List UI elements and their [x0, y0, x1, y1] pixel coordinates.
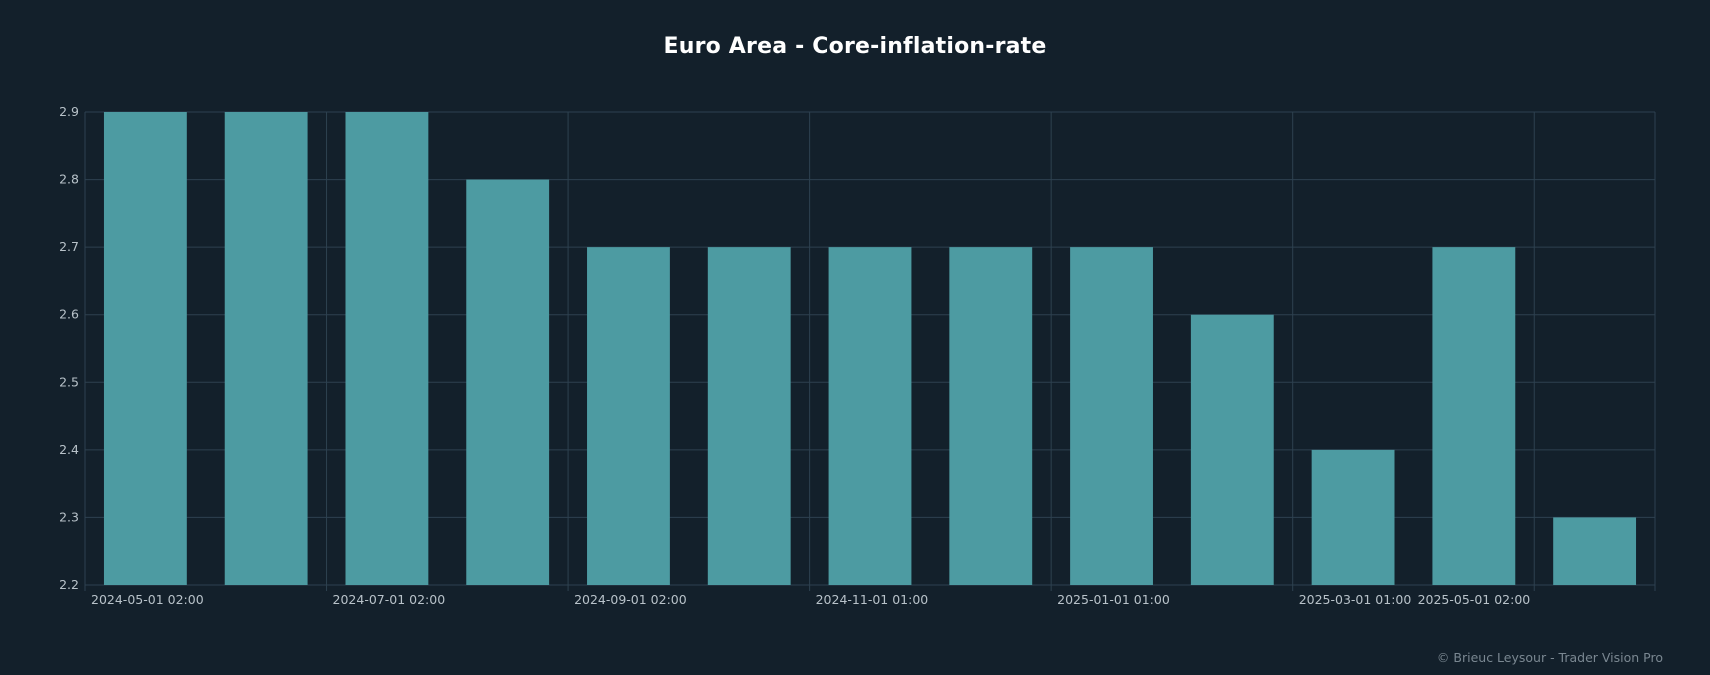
y-tick-label: 2.8: [59, 172, 79, 187]
bar: [1311, 449, 1395, 585]
x-tick-label: 2024-05-01 02:00: [91, 592, 204, 607]
bar-series: [103, 112, 1637, 586]
credit-text: © Brieuc Leysour - Trader Vision Pro: [1436, 650, 1663, 665]
x-tick-label: 2025-05-01 02:00: [1418, 592, 1531, 607]
bar: [345, 112, 429, 585]
bar: [1432, 247, 1516, 585]
bar: [707, 247, 791, 585]
bar: [1070, 247, 1153, 585]
bar: [103, 112, 187, 585]
bar: [949, 247, 1033, 585]
y-tick-label: 2.7: [59, 239, 79, 254]
x-tick-label: 2024-09-01 02:00: [574, 592, 687, 607]
y-tick-label: 2.6: [59, 307, 79, 322]
axes: 2.2 2.3 2.4 2.5 2.6 2.7 2.8 2.9 2024-05-01 02:00…: [59, 104, 1530, 607]
chart-title: Euro Area - Core-inflation-rate: [663, 34, 1047, 59]
x-tick-label: 2024-07-01 02:00: [333, 592, 446, 607]
bar: [466, 179, 550, 586]
bar: [1553, 517, 1637, 585]
bar: [828, 247, 912, 585]
bar: [224, 112, 308, 585]
bar: [587, 247, 670, 585]
x-tick-label: 2025-03-01 01:00: [1299, 592, 1412, 607]
y-tick-label: 2.9: [59, 104, 79, 119]
bar: [1190, 314, 1274, 585]
y-tick-label: 2.5: [59, 374, 79, 389]
x-tick-label: 2025-01-01 01:00: [1057, 592, 1170, 607]
y-tick-label: 2.3: [59, 509, 79, 524]
x-tick-label: 2024-11-01 01:00: [816, 592, 929, 607]
y-tick-label: 2.4: [59, 442, 79, 457]
y-tick-label: 2.2: [59, 577, 79, 592]
